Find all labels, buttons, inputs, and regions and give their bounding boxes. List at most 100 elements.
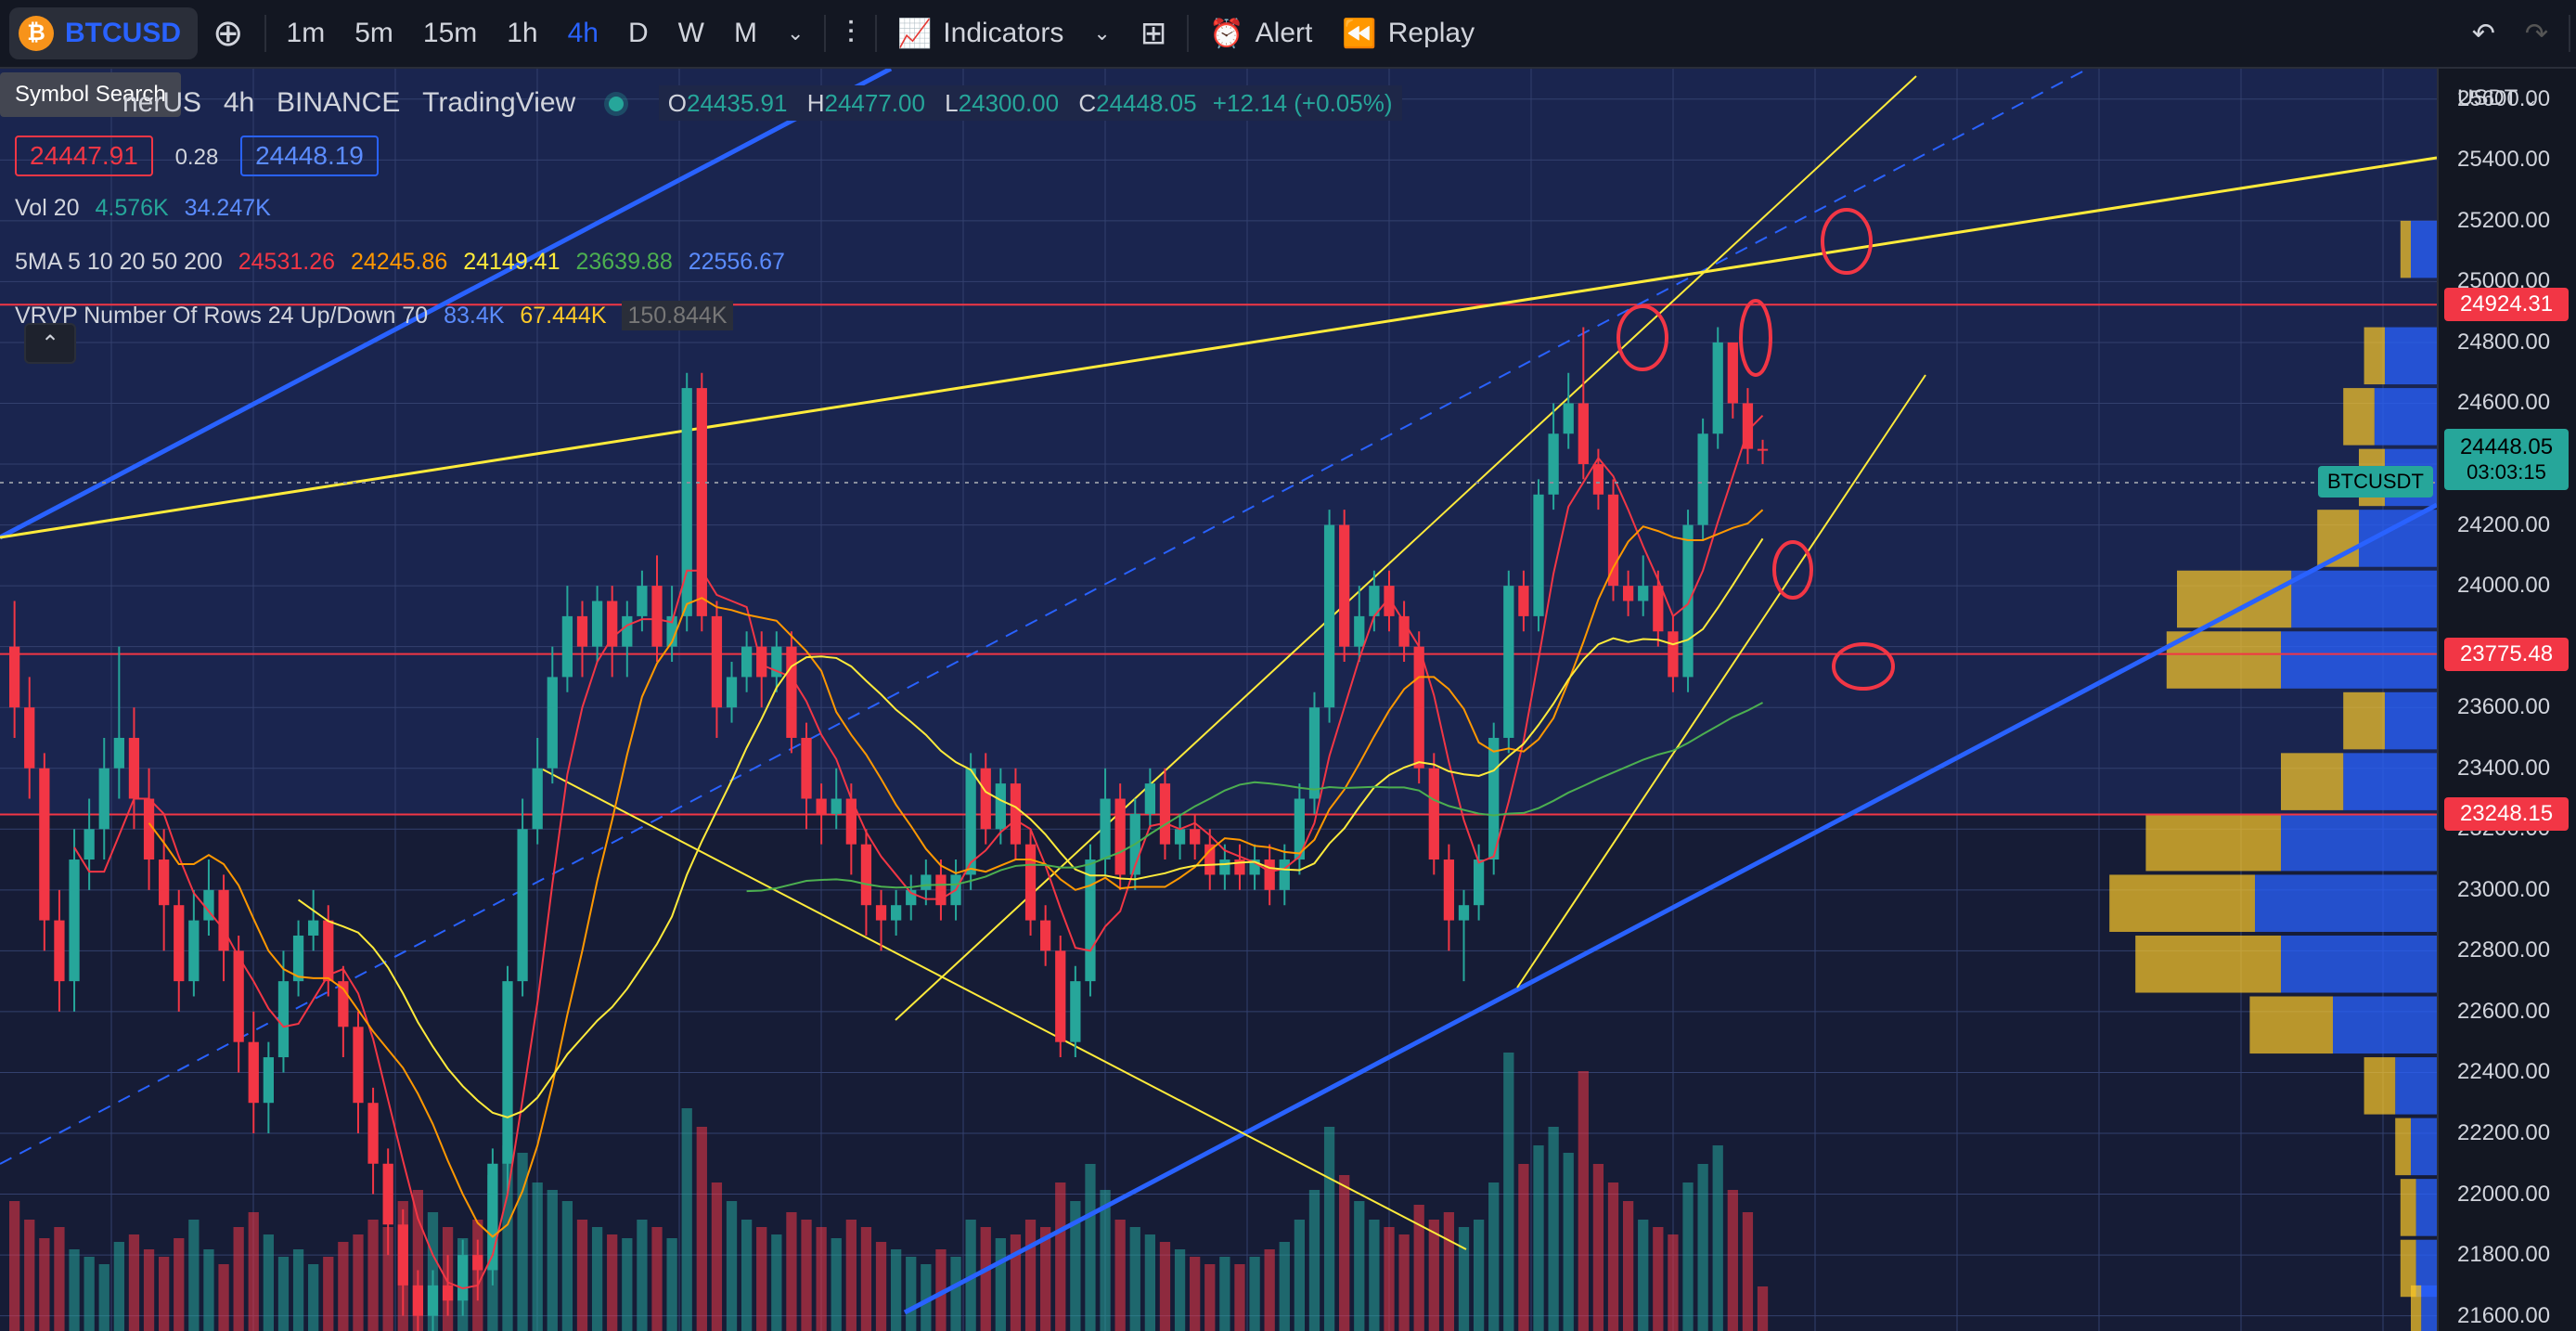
volume-profile-down-bar	[2395, 1118, 2411, 1176]
indicators-label: Indicators	[943, 18, 1064, 48]
interval-1h[interactable]: 1h	[507, 18, 538, 48]
candle-body	[711, 615, 723, 708]
volume-bar	[188, 1220, 200, 1331]
candle-body	[1114, 798, 1126, 875]
interval-5m[interactable]: 5m	[354, 18, 393, 48]
volume-profile-down-bar	[2109, 874, 2255, 932]
candle-body	[412, 1285, 424, 1316]
candle-body	[1398, 615, 1410, 647]
redo-icon[interactable]: ↷	[2524, 18, 2548, 49]
symbol-price-label: BTCUSDT	[2318, 466, 2433, 498]
candle-body	[292, 935, 304, 982]
undo-icon[interactable]: ↶	[2471, 18, 2495, 49]
volume-bar	[263, 1234, 274, 1331]
volume-profile-down-bar	[2400, 1239, 2416, 1298]
alarm-clock-icon: ⏰	[1209, 18, 1244, 49]
add-symbol-icon[interactable]: ⊕	[213, 13, 244, 54]
volume-profile-down-bar	[2363, 1057, 2396, 1115]
volume-bar	[1070, 1201, 1081, 1331]
candle-body	[1697, 433, 1708, 525]
horizontal-levels	[0, 304, 2437, 816]
vrvp-label: VRVP Number Of Rows 24 Up/Down 70	[15, 303, 429, 329]
alert-button[interactable]: ⏰ Alert	[1194, 0, 1327, 67]
candle-body	[741, 646, 753, 678]
candle-style-icon[interactable]: ⫶	[846, 15, 855, 51]
candle-body	[816, 798, 827, 814]
volume-bar	[845, 1220, 857, 1331]
candle-body	[9, 646, 20, 708]
volume-bar	[1190, 1257, 1201, 1331]
divider	[2569, 15, 2570, 52]
interval-d[interactable]: D	[628, 18, 649, 48]
ask-price-box[interactable]: 24448.19	[240, 136, 379, 176]
volume-bar	[24, 1220, 35, 1331]
candle-body	[1010, 783, 1022, 845]
open-value: 24435.91	[687, 89, 788, 117]
symbol-button[interactable]: ₿ BTCUSD	[9, 7, 198, 59]
volume-bar	[576, 1220, 588, 1331]
candle-body	[786, 646, 797, 738]
candle-body	[233, 950, 244, 1042]
candle-body	[39, 768, 50, 921]
volume-bar	[1727, 1190, 1738, 1331]
interval-dropdown-chevron-icon[interactable]: ⌄	[787, 21, 805, 45]
low-label: L	[945, 89, 959, 117]
indicators-dropdown-chevron-icon[interactable]: ⌄	[1093, 21, 1111, 45]
volume-profile-up-bar	[2291, 570, 2437, 628]
volume-bar	[935, 1249, 947, 1331]
candle-body	[1174, 829, 1186, 845]
ma-line	[73, 415, 1764, 1290]
volume-value: 4.576K	[95, 195, 169, 221]
volume-bar	[1339, 1175, 1350, 1331]
volume-bar	[771, 1234, 782, 1331]
candle-body	[1503, 586, 1514, 738]
volume-bar	[651, 1227, 663, 1331]
close-label: C	[1078, 89, 1097, 117]
candle-body	[113, 737, 124, 769]
price-chart[interactable]	[0, 69, 2437, 1331]
bid-price-box[interactable]: 24447.91	[15, 136, 153, 176]
candle-body	[1458, 905, 1470, 921]
layout-grid-icon[interactable]: ⊞	[1140, 16, 1167, 51]
interval-m[interactable]: M	[734, 18, 757, 48]
price-tick-label: 22800.00	[2457, 937, 2551, 963]
volume-bar	[1563, 1153, 1574, 1331]
price-tick-label: 22000.00	[2457, 1181, 2551, 1207]
volume-bar	[1323, 1127, 1335, 1331]
candle-body	[1548, 433, 1559, 495]
interval-4h[interactable]: 4h	[567, 18, 599, 48]
volume-bar	[1010, 1234, 1022, 1331]
replay-button[interactable]: ⏪ Replay	[1327, 0, 1489, 67]
ma20-value: 24149.41	[463, 249, 560, 275]
candle-body	[1488, 737, 1500, 860]
volume-bar	[1369, 1220, 1380, 1331]
level-price-tag: 23775.48	[2444, 637, 2569, 671]
currency-selector[interactable]: USDT ⌄	[2457, 85, 2538, 111]
volume-profile-up-bar	[2281, 935, 2437, 993]
candle-body	[576, 615, 588, 647]
candle-body	[591, 601, 603, 647]
high-label: H	[806, 89, 825, 117]
indicators-button[interactable]: 📈 Indicators	[882, 0, 1078, 67]
volume-profile-down-bar	[2343, 691, 2385, 750]
collapse-legend-chevron-icon[interactable]: ⌃	[24, 323, 76, 364]
candle-body	[1294, 798, 1306, 860]
candle-body	[860, 844, 872, 906]
interval-15m[interactable]: 15m	[422, 18, 478, 48]
candle-body	[681, 388, 692, 616]
divider	[264, 15, 266, 52]
volume-profile-down-bar	[2135, 935, 2281, 993]
interval-1m[interactable]: 1m	[286, 18, 326, 48]
price-axis[interactable]: USDT ⌄ 25600.00 25400.00 25200.00 25000.00 2…	[2437, 69, 2576, 1331]
candle-body	[607, 601, 618, 647]
volume-profile-down-bar	[2363, 327, 2385, 385]
volume-bar	[875, 1242, 887, 1331]
price-tick-label: 24200.00	[2457, 511, 2551, 537]
candle-body	[308, 920, 319, 936]
interval-w[interactable]: W	[677, 18, 704, 48]
candle-body	[502, 981, 513, 1164]
volume-bar	[696, 1127, 707, 1331]
ma5-value: 24531.26	[238, 249, 336, 275]
marker-ellipse	[1832, 642, 1895, 691]
volume-bar	[1473, 1220, 1485, 1331]
